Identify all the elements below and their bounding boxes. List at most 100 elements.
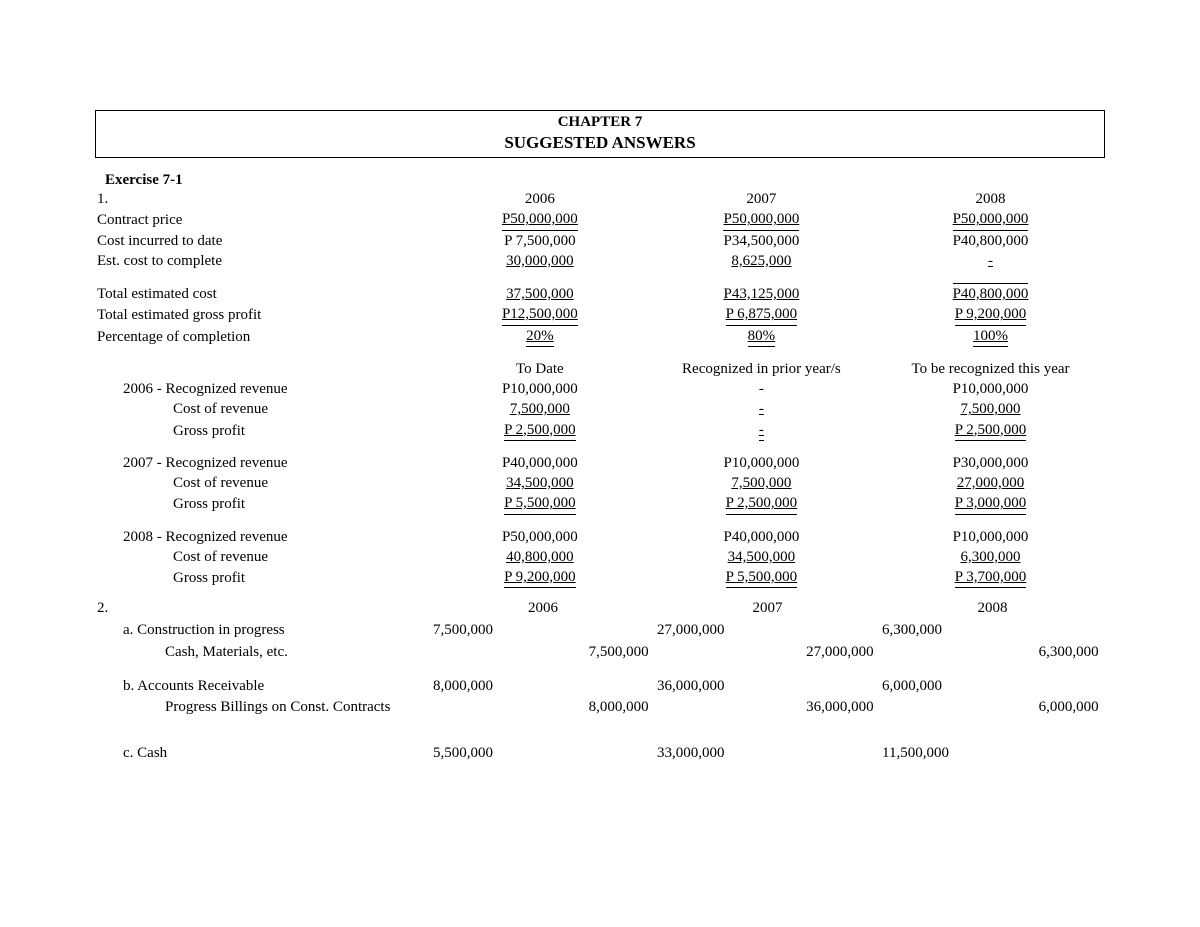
journal-label: b. Accounts Receivable: [95, 676, 431, 698]
value-cell: -: [647, 379, 876, 399]
journal-label: Cash, Materials, etc.: [95, 642, 431, 664]
value-cell: 34,500,000: [433, 473, 647, 493]
row-label: Total estimated cost: [95, 283, 433, 304]
year-head-2008: 2008: [876, 189, 1105, 209]
credit-amount: 7,500,000: [541, 642, 649, 664]
credit-amount: 6,000,000: [990, 697, 1098, 719]
value-cell: -: [876, 251, 1105, 271]
section1-table: 1. 2006 2007 2008 Contract priceP50,000,…: [95, 189, 1105, 588]
chapter-subtitle: SUGGESTED ANSWERS: [96, 132, 1104, 153]
mid-head-prior: Recognized in prior year/s: [647, 359, 876, 379]
row-label: Cost of revenue: [95, 399, 433, 419]
debit-amount: 8,000,000: [433, 676, 541, 698]
row-label: Percentage of completion: [95, 326, 433, 347]
value-cell: -: [647, 399, 876, 419]
value-cell: P 6,875,000: [647, 304, 876, 325]
year-header-row: 1. 2006 2007 2008: [95, 189, 1105, 209]
value-cell: P 5,500,000: [433, 493, 647, 514]
table-row: Percentage of completion20%80%100%: [95, 326, 1105, 347]
value-cell: P34,500,000: [647, 231, 876, 251]
table-row: Cost of revenue 34,500,000 7,500,000 27,…: [95, 473, 1105, 493]
debit-amount: 6,000,000: [882, 676, 990, 698]
journal-row: c. Cash5,500,000 33,000,000 11,500,000: [95, 743, 1105, 765]
value-cell: P10,000,000: [876, 527, 1105, 547]
row-label: Total estimated gross profit: [95, 304, 433, 325]
value-cell: P 3,000,000: [876, 493, 1105, 514]
table-row: Est. cost to complete 30,000,000 8,625,0…: [95, 251, 1105, 271]
value-cell: P40,800,000: [876, 231, 1105, 251]
table-row: Gross profitP 5,500,000P 2,500,000P 3,00…: [95, 493, 1105, 514]
value-cell: P50,000,000: [433, 209, 647, 230]
debit-amount: 36,000,000: [657, 676, 765, 698]
value-cell: 7,500,000: [647, 473, 876, 493]
journal-amount-cell: 7,500,000: [431, 620, 655, 642]
debit-amount: 5,500,000: [433, 743, 541, 765]
credit-amount: 8,000,000: [541, 697, 649, 719]
journal-amount-cell: 5,500,000: [431, 743, 655, 765]
journal-amount-cell: 36,000,000: [655, 676, 880, 698]
journal-amount-cell: 11,500,000: [880, 743, 1105, 765]
table-row: Cost incurred to dateP 7,500,000P34,500,…: [95, 231, 1105, 251]
table-row: Gross profitP 2,500,000-P 2,500,000: [95, 420, 1105, 441]
value-cell: P40,800,000: [876, 283, 1105, 304]
value-cell: P40,000,000: [433, 453, 647, 473]
value-cell: P50,000,000: [647, 209, 876, 230]
s2-year-2006: 2006: [431, 598, 655, 620]
value-cell: P 7,500,000: [433, 231, 647, 251]
value-cell: 6,300,000: [876, 547, 1105, 567]
value-cell: P40,000,000: [647, 527, 876, 547]
row-label: Gross profit: [95, 493, 433, 514]
mid-head-todate: To Date: [433, 359, 647, 379]
table-row: Total estimated cost 37,500,000P43,125,0…: [95, 283, 1105, 304]
value-cell: P 9,200,000: [433, 567, 647, 588]
value-cell: 100%: [876, 326, 1105, 347]
s2-year-2008: 2008: [880, 598, 1105, 620]
chapter-label: CHAPTER 7: [96, 113, 1104, 132]
journal-row: Progress Billings on Const. Contracts8,0…: [95, 697, 1105, 719]
value-cell: P 5,500,000: [647, 567, 876, 588]
chapter-title-box: CHAPTER 7 SUGGESTED ANSWERS: [95, 110, 1105, 158]
row-label: Contract price: [95, 209, 433, 230]
table-row: Cost of revenue 7,500,000- 7,500,000: [95, 399, 1105, 419]
journal-row: Cash, Materials, etc.7,500,00027,000,000…: [95, 642, 1105, 664]
debit-amount: 33,000,000: [657, 743, 765, 765]
journal-amount-cell: 27,000,000: [655, 620, 880, 642]
section2-number: 2.: [95, 598, 431, 620]
journal-amount-cell: 6,300,000: [880, 642, 1105, 664]
row-label: Est. cost to complete: [95, 251, 433, 271]
row-label: Cost incurred to date: [95, 231, 433, 251]
mid-head-this: To be recognized this year: [876, 359, 1105, 379]
table-row: Gross profitP 9,200,000P 5,500,000P 3,70…: [95, 567, 1105, 588]
journal-label: c. Cash: [95, 743, 431, 765]
journal-amount-cell: 6,300,000: [880, 620, 1105, 642]
value-cell: P50,000,000: [433, 527, 647, 547]
row-label: Cost of revenue: [95, 547, 433, 567]
value-cell: P 2,500,000: [433, 420, 647, 441]
table-row: Contract priceP50,000,000P50,000,000P50,…: [95, 209, 1105, 230]
row-label: 2007 - Recognized revenue: [95, 453, 433, 473]
debit-amount: 7,500,000: [433, 620, 541, 642]
value-cell: 7,500,000: [876, 399, 1105, 419]
mid-header-row: To Date Recognized in prior year/s To be…: [95, 359, 1105, 379]
journal-amount-cell: 8,000,000: [431, 676, 655, 698]
value-cell: 20%: [433, 326, 647, 347]
journal-row: b. Accounts Receivable8,000,000 36,000,00…: [95, 676, 1105, 698]
s2-year-2007: 2007: [655, 598, 880, 620]
value-cell: 7,500,000: [433, 399, 647, 419]
value-cell: -: [647, 420, 876, 441]
table-row: Cost of revenue 40,800,000 34,500,000 6,…: [95, 547, 1105, 567]
journal-amount-cell: 7,500,000: [431, 642, 655, 664]
row-label: Cost of revenue: [95, 473, 433, 493]
value-cell: 8,625,000: [647, 251, 876, 271]
value-cell: P50,000,000: [876, 209, 1105, 230]
value-cell: P 2,500,000: [876, 420, 1105, 441]
journal-amount-cell: 36,000,000: [655, 697, 880, 719]
value-cell: P10,000,000: [876, 379, 1105, 399]
value-cell: P 2,500,000: [647, 493, 876, 514]
table-row: 2006 - Recognized revenueP10,000,000-P10…: [95, 379, 1105, 399]
value-cell: P 9,200,000: [876, 304, 1105, 325]
section2-table: 2. 2006 2007 2008 a. Construction in pro…: [95, 598, 1105, 777]
row-label: Gross profit: [95, 420, 433, 441]
value-cell: 27,000,000: [876, 473, 1105, 493]
row-label: 2008 - Recognized revenue: [95, 527, 433, 547]
